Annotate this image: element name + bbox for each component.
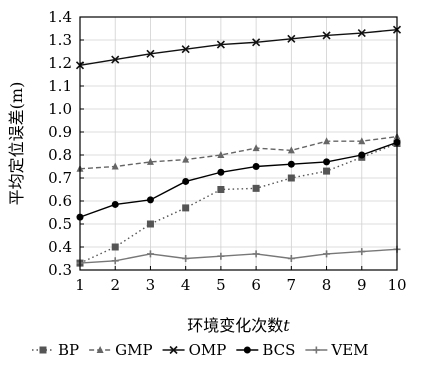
grid-layer <box>79 16 398 271</box>
point-vem <box>217 252 225 260</box>
y-tick-label: 0.4 <box>48 238 72 256</box>
legend-swatch-marker <box>312 346 320 354</box>
legend-swatch-marker <box>243 346 251 354</box>
legend-label-vem: VEM <box>330 341 368 359</box>
point-vem <box>287 255 295 262</box>
point-bcs <box>217 168 225 176</box>
legend-label-omp: OMP <box>189 341 227 359</box>
legend-swatch-marker <box>169 345 178 355</box>
point-bcs <box>287 160 295 168</box>
series-layer <box>75 25 402 267</box>
point-gmp <box>182 155 190 163</box>
point-bp <box>182 204 190 212</box>
x-tick-label: 5 <box>216 276 226 294</box>
legend-item-bcs: BCS <box>236 341 295 359</box>
x-axis-title-text: 环境变化次数 <box>187 316 283 335</box>
x-axis-variable: t <box>283 316 290 335</box>
legend-item-bp: BP <box>32 341 79 359</box>
point-bp <box>217 186 225 193</box>
y-tick-label: 1.4 <box>48 8 72 26</box>
series-line-bp <box>79 142 398 264</box>
legend-label-gmp: GMP <box>115 341 152 359</box>
series-bcs <box>76 138 401 221</box>
x-axis-title: 环境变化次数t <box>187 316 290 335</box>
point-bcs <box>111 200 119 208</box>
point-omp <box>111 55 120 64</box>
point-omp <box>322 31 331 40</box>
series-line-gmp <box>79 135 398 170</box>
series-line-bcs <box>79 141 398 218</box>
legend-swatch-marker <box>96 346 104 353</box>
y-tick-label: 0.8 <box>48 146 72 164</box>
point-gmp <box>217 151 225 158</box>
point-gmp <box>146 157 154 165</box>
y-tick-label: 1.3 <box>48 31 72 49</box>
point-vem <box>252 250 260 258</box>
legend-item-vem: VEM <box>305 341 369 359</box>
point-vem <box>111 257 119 265</box>
x-tick-label: 1 <box>75 276 85 294</box>
y-tick-label: 1.2 <box>48 54 72 72</box>
point-gmp <box>252 144 260 152</box>
point-gmp <box>358 137 366 145</box>
tick-layer: 0.3 0.4 0.5 0.6 0.7 0.8 0.9 1.0 1.1 1.2 1.3 1.4 1 2 3 4… <box>48 8 406 294</box>
x-tick-label: 6 <box>251 276 261 294</box>
point-omp <box>357 29 366 38</box>
point-omp <box>216 40 225 49</box>
legend-item-omp: OMP <box>162 341 227 359</box>
y-axis-title: 平均定位误差(m) <box>7 82 26 206</box>
point-bp <box>111 243 119 251</box>
x-tick-label: 8 <box>322 276 332 294</box>
y-tick-label: 0.7 <box>48 169 72 187</box>
legend-swatch-marker <box>39 346 47 354</box>
legend-label-bcs: BCS <box>262 341 295 359</box>
y-tick-label: 0.9 <box>48 123 72 141</box>
point-bcs <box>323 158 331 166</box>
x-tick-label: 9 <box>357 276 367 294</box>
x-tick-label: 7 <box>287 276 297 294</box>
point-omp <box>252 38 261 47</box>
point-bcs <box>146 196 154 204</box>
point-bcs <box>252 163 260 170</box>
point-bp <box>146 220 154 228</box>
point-gmp <box>323 137 331 145</box>
x-tick-label: 4 <box>181 276 191 294</box>
point-vem <box>323 250 331 258</box>
point-bcs <box>182 177 190 185</box>
x-tick-label: 10 <box>387 276 406 294</box>
point-vem <box>358 248 366 256</box>
y-tick-label: 1.0 <box>48 100 72 118</box>
point-bcs <box>358 151 366 159</box>
point-omp <box>146 49 155 58</box>
point-vem <box>146 250 154 258</box>
legend-item-gmp: GMP <box>89 341 153 359</box>
y-tick-label: 1.1 <box>48 77 72 95</box>
legend: BP GMP OMP BCS VEM <box>32 341 369 359</box>
series-line-omp <box>79 28 398 66</box>
plot-frame <box>79 16 398 271</box>
series-gmp <box>76 132 401 172</box>
x-tick-label: 2 <box>110 276 120 294</box>
point-omp <box>181 45 190 54</box>
point-bp <box>287 174 295 182</box>
series-omp <box>75 25 402 70</box>
legend-label-bp: BP <box>58 341 79 359</box>
point-vem <box>182 255 190 262</box>
y-tick-label: 0.6 <box>48 192 72 210</box>
point-bp <box>252 184 260 192</box>
y-tick-label: 0.5 <box>48 215 72 233</box>
point-gmp <box>111 162 119 170</box>
point-bp <box>323 167 331 175</box>
point-gmp <box>287 146 295 154</box>
y-tick-label: 0.3 <box>48 261 72 279</box>
series-vem <box>76 245 401 267</box>
series-line-vem <box>79 248 398 264</box>
x-tick-label: 3 <box>146 276 156 294</box>
point-omp <box>287 34 296 43</box>
